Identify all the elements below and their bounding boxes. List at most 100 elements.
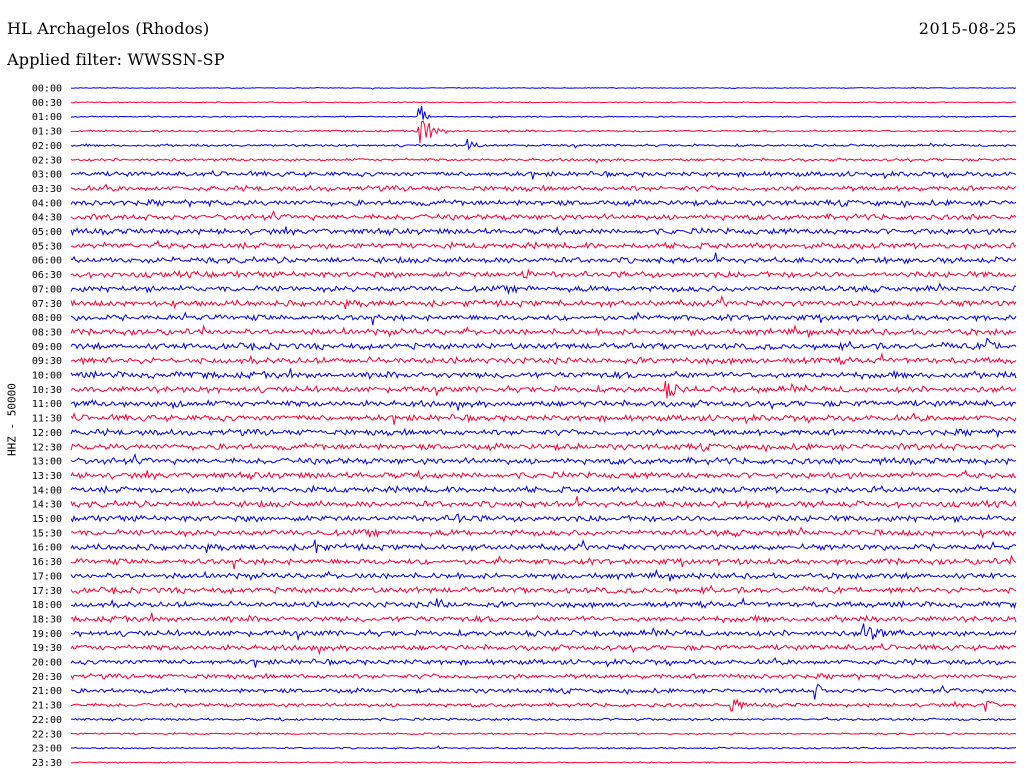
time-tick-label: 09:30 <box>32 356 62 367</box>
trace-1230 <box>70 442 1017 453</box>
trace-2130 <box>70 698 1017 712</box>
time-tick-label: 00:00 <box>32 84 62 95</box>
trace-0630 <box>70 268 1017 280</box>
trace-1430 <box>70 496 1017 509</box>
trace-0700 <box>70 282 1017 296</box>
trace-1530 <box>70 526 1017 539</box>
time-tick-label: 13:30 <box>32 471 62 482</box>
time-tick-label: 15:00 <box>32 514 62 525</box>
time-tick-label: 21:30 <box>32 701 62 712</box>
time-tick-label: 01:00 <box>32 112 62 123</box>
trace-0400 <box>70 198 1017 209</box>
trace-0230 <box>70 157 1017 164</box>
time-tick-label: 19:00 <box>32 629 62 640</box>
time-tick-label: 21:00 <box>32 686 62 697</box>
time-tick-label: 05:30 <box>32 241 62 252</box>
time-tick-label: 23:00 <box>32 744 62 755</box>
time-tick-label: 13:00 <box>32 457 62 468</box>
time-tick-label: 11:00 <box>32 399 62 410</box>
time-tick-labels: 00:00 00:30 01:00 01:30 02:00 02:30 03:00 03:30… <box>32 84 62 769</box>
trace-0300 <box>70 169 1017 180</box>
time-tick-label: 09:00 <box>32 342 62 353</box>
time-tick-label: 20:00 <box>32 658 62 669</box>
time-tick-label: 14:00 <box>32 485 62 496</box>
trace-0600 <box>70 252 1017 265</box>
trace-1630 <box>70 554 1017 570</box>
trace-1330 <box>70 469 1017 481</box>
time-tick-label: 02:30 <box>32 155 62 166</box>
time-tick-label: 03:30 <box>32 184 62 195</box>
time-tick-label: 04:00 <box>32 198 62 209</box>
trace-0130 <box>70 120 1017 144</box>
trace-1600 <box>70 539 1017 553</box>
time-tick-label: 22:00 <box>32 715 62 726</box>
trace-1200 <box>70 427 1017 439</box>
trace-2100 <box>70 683 1017 700</box>
trace-0730 <box>70 294 1017 310</box>
trace-0900 <box>70 337 1017 352</box>
filter-label: Applied filter: WWSSN-SP <box>7 50 225 69</box>
time-tick-label: 23:30 <box>32 758 62 769</box>
trace-0500 <box>70 225 1017 237</box>
trace-2330 <box>70 761 1017 764</box>
time-tick-label: 04:30 <box>32 213 62 224</box>
trace-2300 <box>70 745 1017 750</box>
trace-0330 <box>70 183 1017 193</box>
trace-0930 <box>70 352 1017 366</box>
time-tick-label: 18:00 <box>32 600 62 611</box>
time-tick-label: 08:00 <box>32 313 62 324</box>
trace-0530 <box>70 239 1017 251</box>
time-tick-label: 14:30 <box>32 500 62 511</box>
time-tick-label: 06:30 <box>32 270 62 281</box>
time-tick-label: 15:30 <box>32 528 62 539</box>
trace-1100 <box>70 399 1017 411</box>
time-tick-label: 10:00 <box>32 371 62 382</box>
time-tick-label: 12:00 <box>32 428 62 439</box>
time-tick-label: 19:30 <box>32 643 62 654</box>
time-tick-label: 00:30 <box>32 98 62 109</box>
station-title: HL Archagelos (Rhodos) <box>7 19 210 38</box>
time-tick-label: 20:30 <box>32 672 62 683</box>
trace-0830 <box>70 324 1016 338</box>
trace-0030 <box>71 101 1017 104</box>
time-tick-label: 17:00 <box>32 571 62 582</box>
trace-0100 <box>70 106 1017 120</box>
time-tick-label: 11:30 <box>32 414 62 425</box>
time-tick-label: 18:30 <box>32 614 62 625</box>
trace-group <box>70 86 1017 764</box>
time-tick-label: 16:00 <box>32 543 62 554</box>
trace-0430 <box>70 209 1017 222</box>
record-date: 2015-08-25 <box>918 19 1017 38</box>
trace-0200 <box>70 138 1017 151</box>
time-tick-label: 16:30 <box>32 557 62 568</box>
trace-1730 <box>70 584 1017 595</box>
trace-1930 <box>70 642 1017 656</box>
time-tick-label: 12:30 <box>32 442 62 453</box>
trace-2030 <box>70 672 1017 682</box>
trace-2230 <box>70 732 1017 736</box>
trace-1830 <box>70 612 1017 624</box>
time-tick-label: 03:00 <box>32 170 62 181</box>
time-tick-label: 10:30 <box>32 385 62 396</box>
time-tick-label: 02:00 <box>32 141 62 152</box>
trace-1800 <box>70 596 1017 610</box>
time-tick-label: 05:00 <box>32 227 62 238</box>
time-tick-label: 22:30 <box>32 729 62 740</box>
trace-1500 <box>70 513 1017 524</box>
time-tick-label: 06:00 <box>32 256 62 267</box>
trace-1700 <box>70 568 1017 582</box>
time-tick-label: 17:30 <box>32 586 62 597</box>
trace-2200 <box>70 716 1017 722</box>
trace-1400 <box>70 484 1017 495</box>
time-tick-label: 07:30 <box>32 299 62 310</box>
trace-2000 <box>70 657 1017 668</box>
trace-1000 <box>70 368 1017 381</box>
trace-1300 <box>70 453 1017 467</box>
trace-0000 <box>70 86 1017 90</box>
time-tick-label: 07:00 <box>32 284 62 295</box>
trace-1900 <box>70 623 1017 642</box>
time-tick-label: 01:30 <box>32 127 62 138</box>
trace-1030 <box>70 381 1017 399</box>
trace-1130 <box>70 412 1017 425</box>
